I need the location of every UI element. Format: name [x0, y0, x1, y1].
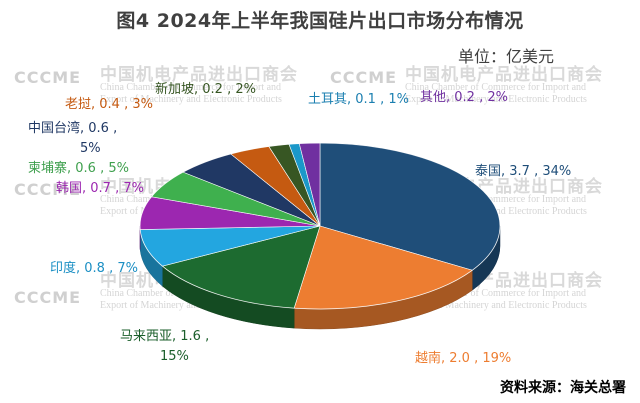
pie-slice-其他 — [298, 142, 321, 227]
data-label-马来西亚: 马来西亚, 1.6 , 15% — [120, 329, 209, 364]
data-label-柬埔寨: 柬埔寨, 0.6 , 5% — [28, 160, 129, 176]
data-labels: 泰国, 3.7 , 34% 越南, 2.0 , 19% 马来西亚, 1.6 , 15%… — [28, 81, 571, 366]
data-label-新加坡: 新加坡, 0.2 , 2% — [155, 81, 256, 97]
source-note: 资料来源：海关总署 — [500, 380, 626, 396]
pie-slice-马来西亚 — [161, 225, 321, 309]
data-label-印度: 印度, 0.8 , 7% — [50, 260, 138, 276]
chart-title: 图4 2024年上半年我国硅片出口市场分布情况 — [116, 10, 524, 32]
pie-slice-泰国 — [319, 142, 501, 271]
data-label-中国台湾: 中国台湾, 0.6 , 5% — [28, 120, 117, 156]
pie-slice-越南 — [293, 225, 473, 310]
data-label-其他: 其他, 0.2 , 2% — [420, 90, 508, 105]
data-label-韩国: 韩国, 0.7 , 7% — [56, 181, 144, 196]
data-label-越南: 越南, 2.0 , 19% — [415, 350, 511, 366]
data-label-老挝: 老挝, 0.4 , 3% — [65, 97, 153, 112]
pie-slices — [139, 142, 501, 310]
data-label-土耳其: 土耳其, 0.1 , 1% — [308, 92, 409, 107]
pie-rim — [139, 142, 501, 310]
data-label-泰国: 泰国, 3.7 , 34% — [475, 164, 571, 179]
unit-label: 单位：亿美元 — [457, 47, 554, 66]
